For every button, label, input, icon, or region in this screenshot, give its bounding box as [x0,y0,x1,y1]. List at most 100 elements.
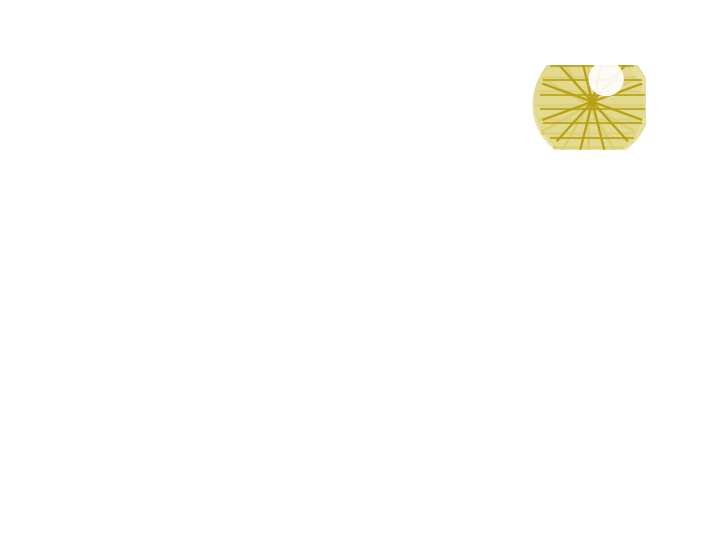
Text: C: C [256,248,263,259]
Text: C: C [256,177,263,187]
Text: H: H [280,187,286,195]
Text: H: H [326,168,332,177]
Text: H: H [285,334,291,343]
Text: Straight chain: Straight chain [274,197,338,206]
Circle shape [399,241,408,251]
Text: H: H [360,177,366,186]
Text: C: C [279,177,286,187]
Text: H: H [295,343,301,353]
Circle shape [448,248,458,258]
Text: H: H [349,160,355,168]
Text: H: H [349,168,355,177]
Text: H: H [303,258,309,267]
Circle shape [442,321,457,336]
Text: H: H [280,168,286,177]
FancyBboxPatch shape [274,224,291,249]
Circle shape [407,248,416,258]
Text: H: H [317,322,323,331]
Circle shape [412,296,427,312]
Text: H: H [274,322,279,331]
Circle shape [425,181,435,192]
Bar [92,150,647,481]
Bar [523,150,677,481]
Text: H: H [349,240,355,249]
Text: C: C [194,250,201,260]
Text: H: H [326,258,332,267]
Bar [92,65,531,150]
Text: H: H [257,168,263,177]
Text: C: C [348,248,356,259]
Text: H: H [257,231,263,240]
Text: C: C [273,312,280,322]
Circle shape [451,294,461,303]
Text: H: H [303,231,309,240]
Text: H: H [349,187,355,195]
Text: Branched chain: Branched chain [271,269,341,278]
Text: H: H [264,312,269,321]
Text: C: C [325,248,333,259]
Text: H: H [257,258,263,267]
Circle shape [434,248,444,258]
Text: 12: 12 [389,126,407,140]
Circle shape [442,296,457,312]
Text: C: C [294,312,302,322]
Bar [92,65,523,150]
Text: H: H [280,218,286,226]
Text: H: H [326,160,332,168]
Circle shape [423,171,437,185]
Text: H: H [303,168,309,177]
Text: •: • [101,121,112,140]
Text: C: C [294,290,302,300]
Circle shape [438,174,449,185]
Text: C: C [279,248,286,259]
Text: H: H [326,240,332,249]
Circle shape [427,309,442,324]
Circle shape [436,164,451,178]
Text: C: C [294,333,302,343]
Circle shape [412,304,420,312]
Circle shape [426,222,436,232]
Text: H: H [257,160,263,168]
Circle shape [442,329,451,337]
Text: 5: 5 [374,126,382,140]
FancyBboxPatch shape [265,308,331,325]
Text: Branched chain: Branched chain [286,352,356,361]
Circle shape [590,68,621,99]
Circle shape [407,237,416,247]
Circle shape [438,157,449,167]
Circle shape [412,321,420,329]
Text: H: H [246,177,252,186]
Text: H: H [326,231,332,240]
Circle shape [460,173,470,183]
Circle shape [434,237,444,247]
FancyBboxPatch shape [248,173,364,190]
Circle shape [399,181,409,192]
Circle shape [448,237,458,247]
Text: C: C [316,312,323,322]
Text: H: H [360,249,366,258]
Circle shape [418,296,426,305]
Text: H: H [257,240,263,249]
FancyBboxPatch shape [289,276,307,357]
Circle shape [418,239,432,253]
Text: C: C [325,177,333,187]
Circle shape [432,239,446,253]
Circle shape [446,239,460,253]
Circle shape [534,44,650,159]
Text: Your Turn: Your Turn [215,74,462,117]
Text: H: H [305,334,311,343]
Circle shape [412,157,422,167]
Circle shape [418,225,432,239]
Circle shape [418,329,426,337]
Circle shape [589,62,623,96]
Text: H: H [257,187,263,195]
Circle shape [396,171,411,185]
Circle shape [451,329,461,339]
Text: H: H [327,312,333,321]
Text: H: H [379,121,395,140]
Circle shape [390,173,400,183]
Circle shape [412,174,422,185]
Text: C: C [279,227,286,237]
Text: H: H [285,291,291,300]
Circle shape [451,164,462,174]
